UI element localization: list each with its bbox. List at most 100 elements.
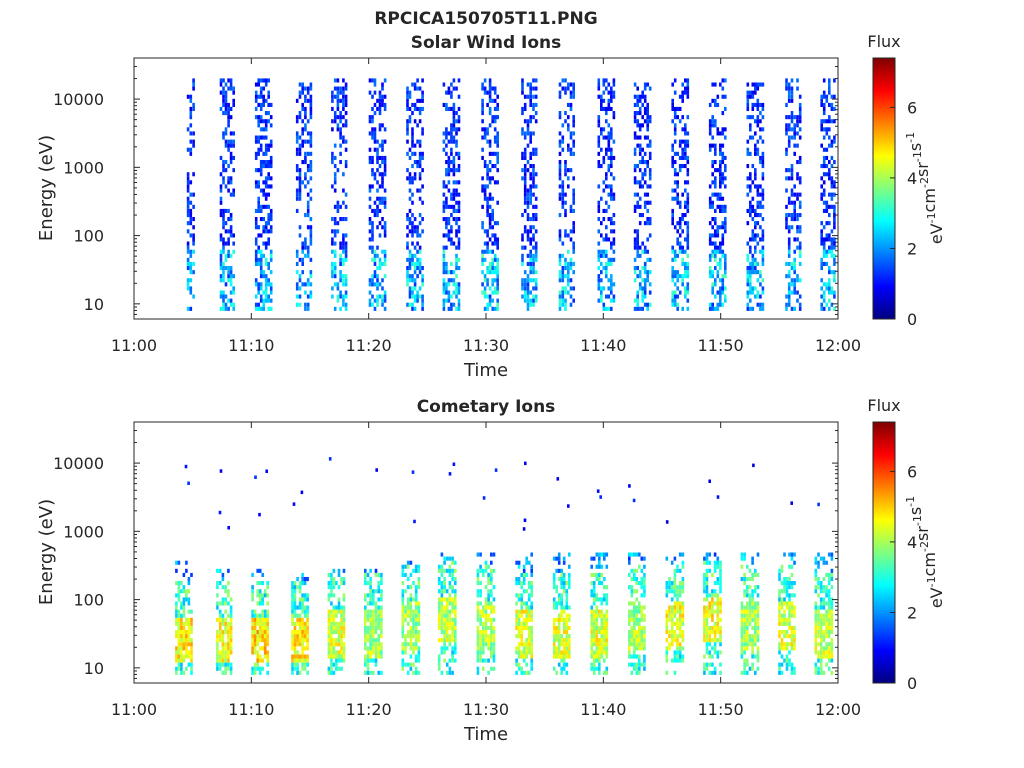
spectrogram-cell (306, 617, 309, 622)
spectrogram-cell (828, 298, 831, 303)
spectrogram-cell (187, 609, 191, 614)
spectrogram-cell (479, 650, 482, 655)
spectrogram-cell (665, 520, 669, 524)
spectrogram-cell (306, 670, 309, 675)
spectrogram-cell (262, 98, 265, 103)
spectrogram-cell (409, 642, 413, 647)
spectrogram-cell (224, 670, 227, 675)
spectrogram-cell (450, 302, 453, 307)
spectrogram-cell (180, 666, 183, 671)
spectrogram-cell (337, 638, 341, 643)
spectrogram-cell (605, 270, 608, 275)
spectrogram-cell (406, 241, 409, 246)
spectrogram-cell (678, 621, 682, 626)
spectrogram-cell (822, 290, 826, 295)
spectrogram-cell (525, 605, 528, 610)
spectrogram-cell (306, 605, 309, 610)
spectrogram-cell (635, 662, 639, 667)
spectrogram-cell (450, 131, 453, 136)
spectrogram-cell (378, 282, 382, 287)
spectrogram-cell (269, 253, 273, 258)
spectrogram-cell (447, 160, 451, 165)
spectrogram-cell (555, 617, 558, 622)
spectrogram-cell (229, 666, 233, 671)
spectrogram-cell (309, 143, 313, 148)
spectrogram-cell (721, 290, 725, 295)
spectrogram-cell (558, 168, 562, 173)
spectrogram-cell (558, 233, 562, 238)
spectrogram-cell (796, 274, 799, 279)
spectrogram-cell (442, 290, 446, 295)
spectrogram-cell (421, 278, 424, 283)
spectrogram-cell (381, 155, 384, 160)
spectrogram-cell (833, 253, 836, 258)
spectrogram-cell (406, 102, 409, 107)
spectrogram-cell (369, 589, 372, 594)
spectrogram-cell (751, 115, 755, 120)
spectrogram-cell (335, 605, 338, 610)
spectrogram-cell (630, 662, 634, 667)
spectrogram-cell (635, 630, 639, 635)
spectrogram-cell (411, 261, 414, 266)
spectrogram-cell (643, 168, 647, 173)
spectrogram-cell (264, 143, 268, 148)
spectrogram-cell (590, 634, 593, 639)
spectrogram-cell (605, 237, 608, 242)
spectrogram-cell (457, 298, 461, 303)
spectrogram-cell (555, 625, 558, 630)
spectrogram-cell (222, 86, 225, 91)
spectrogram-cell (599, 495, 602, 499)
spectrogram-cell (681, 139, 684, 144)
spectrogram-cell (705, 593, 709, 598)
spectrogram-cell (327, 630, 331, 635)
spectrogram-cell (756, 204, 760, 209)
spectrogram-cell (232, 143, 235, 148)
spectrogram-cell (678, 650, 682, 655)
spectrogram-cell (454, 593, 457, 598)
spectrogram-cell (790, 266, 794, 271)
spectrogram-cell (401, 617, 405, 622)
spectrogram-cell (263, 634, 267, 639)
spectrogram-cell (820, 127, 823, 132)
spectrogram-cell (404, 617, 407, 622)
spectrogram-cell (182, 609, 186, 614)
spectrogram-cell (304, 94, 307, 99)
spectrogram-cell (455, 111, 458, 116)
spectrogram-cell (671, 245, 674, 250)
spectrogram-cell (264, 151, 268, 156)
spectrogram-cell (445, 556, 449, 561)
spectrogram-cell (610, 131, 613, 136)
spectrogram-cell (602, 253, 606, 258)
spectrogram-cell (187, 481, 190, 485)
spectrogram-cell (488, 298, 492, 303)
spectrogram-cell (484, 638, 488, 643)
spectrogram-cell (598, 646, 601, 651)
spectrogram-cell (187, 638, 191, 643)
spectrogram-cell (442, 261, 446, 266)
spectrogram-cell (381, 143, 384, 148)
spectrogram-cell (530, 638, 533, 643)
spectrogram-cell (421, 217, 424, 222)
spectrogram-cell (295, 253, 299, 258)
spectrogram-cell (371, 249, 374, 254)
spectrogram-cell (597, 278, 601, 283)
spectrogram-cell (401, 625, 405, 630)
spectrogram-cell (364, 577, 367, 582)
spectrogram-cell (638, 605, 641, 610)
spectrogram-cell (383, 172, 387, 177)
spectrogram-cell (638, 625, 641, 630)
spectrogram-cell (401, 666, 405, 671)
spectrogram-cell (605, 294, 608, 299)
spectrogram-cell (830, 119, 834, 124)
spectrogram-cell (229, 160, 233, 165)
spectrogram-cell (186, 266, 190, 271)
spectrogram-cell (714, 217, 717, 222)
spectrogram-cell (759, 270, 762, 275)
spectrogram-cell (376, 253, 379, 258)
spectrogram-cell (719, 298, 722, 303)
spectrogram-cell (761, 188, 765, 193)
spectrogram-cell (413, 176, 417, 181)
spectrogram-cell (557, 630, 561, 635)
spectrogram-cell (344, 241, 348, 246)
